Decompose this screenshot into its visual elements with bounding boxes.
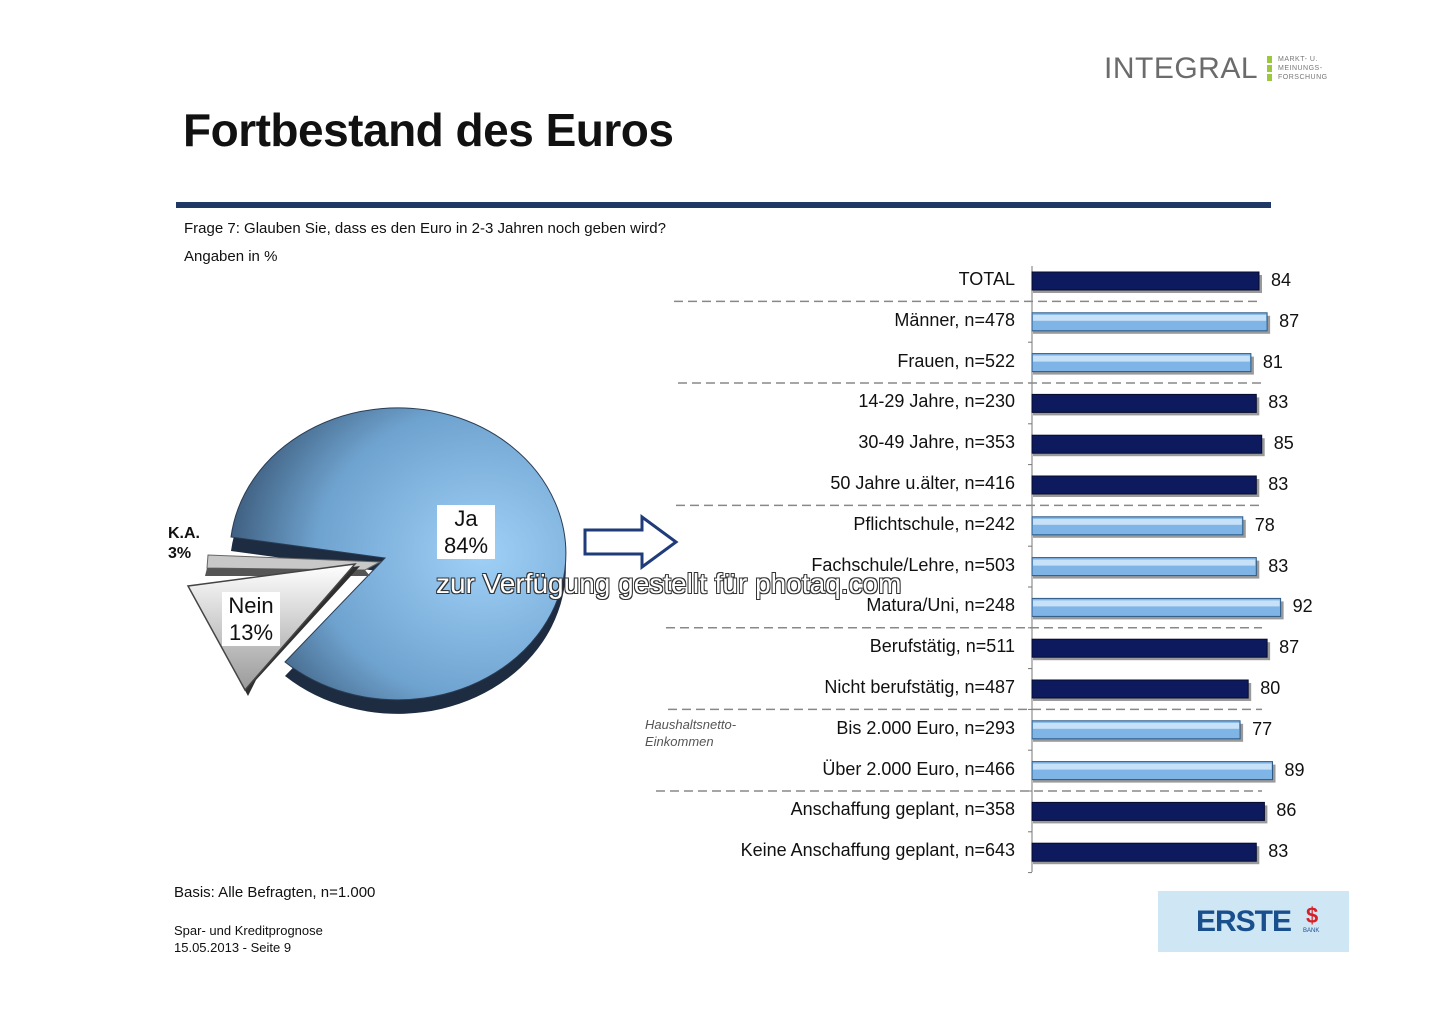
bar-chart-plot xyxy=(656,266,1284,874)
bar-label-6: Pflichtschule, n=242 xyxy=(853,513,1015,534)
bar-highlight xyxy=(1033,314,1267,321)
bar-value-5: 83 xyxy=(1268,474,1289,494)
integral-logo: INTEGRAL MARKT- U. MEINUNGS- FORSCHUNG xyxy=(1100,50,1340,90)
pie-label-nein-name: Nein xyxy=(228,593,274,618)
bar-label-4: 30-49 Jahre, n=353 xyxy=(858,432,1015,453)
bar-value-8: 92 xyxy=(1292,596,1313,617)
page-title: Fortbestand des Euros xyxy=(183,104,674,156)
bar-label-13: Anschaffung geplant, n=358 xyxy=(790,799,1015,820)
erste-logo-sub: BANK xyxy=(1303,928,1320,934)
pie-label-ka: K.A. 3% xyxy=(168,524,200,564)
bar-highlight xyxy=(1033,722,1240,729)
bar-value-7: 83 xyxy=(1268,555,1289,576)
income-group-note: Haushaltsnetto- Einkommen xyxy=(645,717,737,749)
integral-logo-mark xyxy=(1267,56,1272,82)
bar-10 xyxy=(1031,679,1249,699)
bar-value-2: 81 xyxy=(1262,351,1283,372)
bar-label-1: Männer, n=478 xyxy=(894,309,1015,330)
bar-value-13: 86 xyxy=(1276,800,1297,821)
pie-label-ja-name: Ja xyxy=(454,506,478,531)
bar-label-3: 14-29 Jahre, n=230 xyxy=(858,391,1015,412)
bar-value-14: 83 xyxy=(1268,841,1289,862)
bar-label-11: Bis 2.000 Euro, n=293 xyxy=(836,717,1015,738)
bar-value-3: 83 xyxy=(1268,392,1289,413)
bar-5 xyxy=(1031,475,1257,495)
pie-label-nein-value: 13% xyxy=(228,620,274,645)
bar-label-8: Matura/Uni, n=248 xyxy=(866,595,1015,616)
source-line-2: 15.05.2013 - Seite 9 xyxy=(174,940,292,955)
bar-9 xyxy=(1031,638,1268,658)
bar-value-4: 85 xyxy=(1273,433,1294,454)
title-rule xyxy=(176,202,1271,208)
bar-label-14: Keine Anschaffung geplant, n=643 xyxy=(740,840,1015,861)
pie-label-ka-value: 3% xyxy=(168,545,192,562)
bar-3 xyxy=(1031,393,1257,413)
bar-13 xyxy=(1031,801,1265,821)
bar-label-9: Berufstätig, n=511 xyxy=(869,636,1015,657)
bar-highlight xyxy=(1033,763,1272,770)
bar-label-10: Nicht berufstätig, n=487 xyxy=(824,677,1015,697)
bar-label-0: TOTAL xyxy=(958,269,1015,289)
erste-logo-word: ERSTE xyxy=(1196,905,1292,938)
question-text: Frage 7: Glauben Sie, dass es den Euro i… xyxy=(184,220,666,237)
bar-label-7: Fachschule/Lehre, n=503 xyxy=(811,554,1015,575)
integral-logo-subtitle: MARKT- U. MEINUNGS- FORSCHUNG xyxy=(1278,56,1328,81)
pie-label-ka-name: K.A. xyxy=(168,525,200,542)
watermark: zur Verfügung gestellt für photaq.com xyxy=(436,568,902,599)
bar-highlight xyxy=(1033,600,1280,607)
pie-slice-ja xyxy=(230,407,567,701)
sparkasse-s-icon: $ xyxy=(1306,903,1319,928)
bar-value-0: 84 xyxy=(1271,270,1292,290)
bar-highlight xyxy=(1033,518,1242,525)
bar-label-12: Über 2.000 Euro, n=466 xyxy=(822,758,1015,779)
bar-value-6: 78 xyxy=(1254,514,1275,535)
bar-4 xyxy=(1031,434,1263,454)
arrow-right-icon xyxy=(583,514,679,570)
bar-value-11: 77 xyxy=(1252,718,1273,739)
pie-label-ja: Ja 84% xyxy=(437,505,495,559)
bar-value-1: 87 xyxy=(1279,310,1300,331)
bar-label-5: 50 Jahre u.älter, n=416 xyxy=(830,473,1015,493)
pie-chart xyxy=(186,407,567,714)
bar-value-9: 87 xyxy=(1279,637,1300,658)
pie-label-ja-value: 84% xyxy=(443,533,489,558)
bar-highlight xyxy=(1033,355,1250,362)
bar-highlight xyxy=(1033,559,1256,566)
bar-0 xyxy=(1031,271,1260,291)
bar-value-12: 89 xyxy=(1284,759,1305,780)
pie-label-nein: Nein 13% xyxy=(222,592,280,646)
unit-note: Angaben in % xyxy=(184,248,278,265)
erste-bank-logo: ERSTE $ BANK xyxy=(1158,891,1349,952)
bar-value-10: 80 xyxy=(1260,678,1281,698)
bar-14 xyxy=(1031,842,1257,862)
bar-label-2: Frauen, n=522 xyxy=(897,350,1015,371)
basis-note: Basis: Alle Befragten, n=1.000 xyxy=(174,884,376,901)
source-line-1: Spar- und Kreditprognose xyxy=(174,923,323,938)
integral-logo-word: INTEGRAL xyxy=(1104,52,1259,85)
